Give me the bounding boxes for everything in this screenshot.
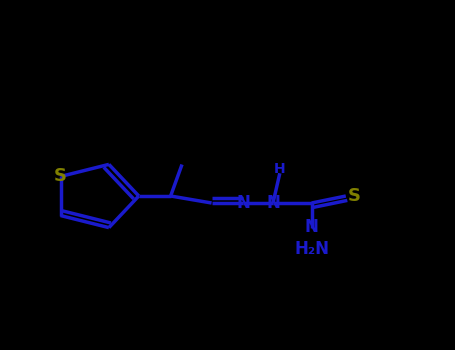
Text: S: S [348,187,360,205]
Text: H₂N: H₂N [294,239,329,258]
Text: N: N [266,194,280,212]
Text: N: N [237,194,250,212]
Text: S: S [54,167,67,186]
Text: H: H [274,162,286,176]
Text: N: N [305,218,318,237]
